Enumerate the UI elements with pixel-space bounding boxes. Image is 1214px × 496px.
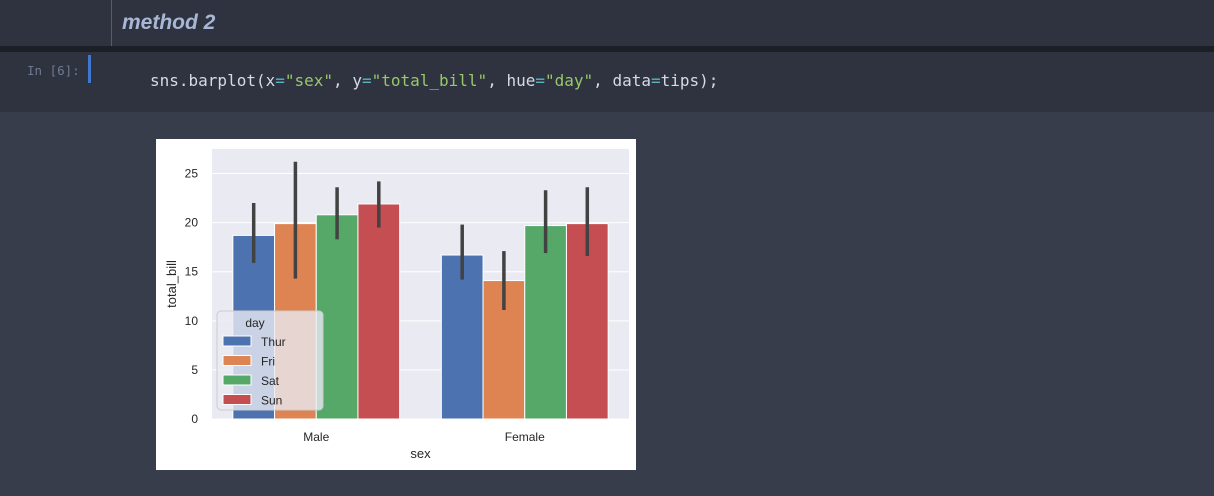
code-token: tips); [660,71,719,90]
bar-sun-male [357,203,401,420]
code-token: = [275,71,285,90]
cell-separator [0,46,1214,52]
y-tick-label: 25 [185,167,199,181]
bar-thur-female [440,254,484,420]
y-tick-label: 15 [185,265,199,279]
code-token: , hue [487,71,536,90]
x-axis-label: sex [410,446,431,461]
code-token: = [650,71,661,90]
legend-label-fri: Fri [261,355,275,369]
y-axis-label: total_bill [164,260,179,308]
code-token: = [535,71,545,90]
legend-swatch-sun [222,394,252,405]
y-tick-label: 5 [191,363,198,377]
y-tick-label: 10 [185,314,199,328]
legend-swatch-sat [222,374,252,386]
code-token: sns.barplot(x [150,71,276,90]
input-prompt: In [6]: [27,63,80,78]
markdown-cell[interactable]: method 2 [0,0,1214,46]
bar-sun-female [565,223,609,420]
markdown-heading: method 2 [122,11,216,34]
legend-swatch-thur [222,335,252,347]
code-token: , y [333,71,362,90]
code-token: "day" [545,71,594,90]
cell-selection-bar [88,55,91,83]
legend-title: day [245,316,264,330]
legend-label-thur: Thur [261,335,286,349]
legend-label-sat: Sat [261,374,280,388]
cell-gutter-line [111,0,112,46]
code-editor-line[interactable]: sns.barplot(x="sex", y="total_bill", hue… [150,71,718,90]
x-tick-label: Male [303,430,329,444]
code-token: "total_bill" [371,71,488,90]
x-tick-label: Female [505,430,545,444]
code-cell[interactable]: In [6]: sns.barplot(x="sex", y="total_bi… [0,52,1214,112]
legend-swatch-fri [222,355,252,366]
bar-sat-female [524,225,567,420]
code-token: "sex" [284,71,334,90]
code-token: , data [593,71,651,90]
legend-label-sun: Sun [261,394,282,408]
code-token: = [361,71,372,90]
y-tick-label: 0 [191,412,198,426]
y-tick-label: 20 [185,216,199,230]
